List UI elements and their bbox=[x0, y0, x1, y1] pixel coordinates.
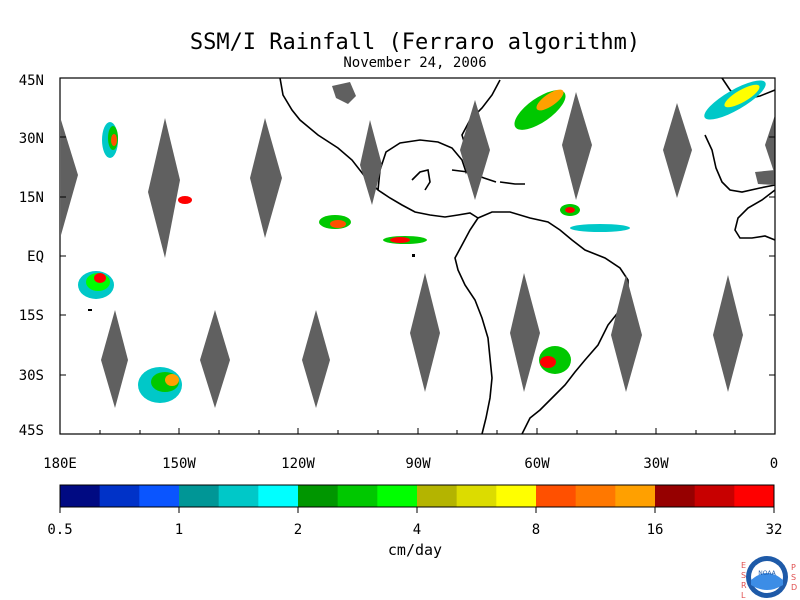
lon-label: 0 bbox=[769, 456, 779, 472]
svg-text:S: S bbox=[791, 573, 796, 582]
colorbar-swatch bbox=[218, 485, 259, 507]
lat-label: 15S bbox=[18, 308, 44, 324]
colorbar-units: cm/day bbox=[387, 541, 443, 559]
colorbar-swatch bbox=[99, 485, 140, 507]
colorbar-tick-label: 32 bbox=[765, 522, 783, 538]
svg-text:E: E bbox=[741, 561, 746, 570]
map-title: SSM/I Rainfall (Ferraro algorithm) bbox=[189, 30, 641, 55]
colorbar-swatch bbox=[139, 485, 180, 507]
lon-label: 120W bbox=[281, 456, 315, 472]
esrl-letters: E S R L bbox=[741, 561, 747, 600]
colorbar-tick-label: 1 bbox=[174, 522, 184, 538]
lon-label: 150W bbox=[162, 456, 196, 472]
svg-text:L: L bbox=[741, 591, 746, 600]
lat-label: 45S bbox=[18, 423, 44, 439]
coastlines bbox=[279, 77, 776, 435]
lat-ticks bbox=[60, 77, 775, 435]
colorbar-swatch bbox=[575, 485, 616, 507]
colorbar-swatch bbox=[456, 485, 497, 507]
lat-label: 45N bbox=[18, 73, 44, 89]
land-gray bbox=[332, 82, 775, 185]
lat-label: 30N bbox=[18, 131, 44, 147]
lon-label: 60W bbox=[524, 456, 550, 472]
colorbar-swatch bbox=[377, 485, 418, 507]
colorbar-tick-label: 16 bbox=[646, 522, 664, 538]
colorbar-swatch bbox=[298, 485, 339, 507]
svg-text:P: P bbox=[791, 563, 796, 572]
colorbar-tick-label: 0.5 bbox=[47, 522, 73, 538]
colorbar-swatch bbox=[258, 485, 299, 507]
colorbar-swatch bbox=[655, 485, 696, 507]
colorbar-tick-label: 4 bbox=[412, 522, 422, 538]
map-date: November 24, 2006 bbox=[343, 55, 487, 71]
svg-text:D: D bbox=[791, 583, 797, 592]
noaa-logo: NOAA bbox=[746, 556, 788, 598]
colorbar-swatch bbox=[60, 485, 101, 507]
colorbar-swatch bbox=[694, 485, 735, 507]
noaa-badge-text: NOAA bbox=[758, 570, 776, 577]
lon-label: 180E bbox=[43, 456, 77, 472]
lat-label: 30S bbox=[18, 368, 44, 384]
data-gap-swaths bbox=[61, 92, 775, 408]
lat-label: EQ bbox=[27, 249, 44, 265]
colorbar-swatch bbox=[496, 485, 537, 507]
lon-label: 90W bbox=[405, 456, 431, 472]
colorbar-tick-label: 8 bbox=[531, 522, 541, 538]
lon-ticks bbox=[59, 428, 776, 434]
colorbar-swatch bbox=[337, 485, 378, 507]
svg-text:R: R bbox=[741, 581, 747, 590]
colorbar-swatch bbox=[417, 485, 458, 507]
svg-text:S: S bbox=[741, 571, 746, 580]
psd-letters: P S D bbox=[791, 563, 797, 592]
colorbar-tick-label: 2 bbox=[293, 522, 303, 538]
colorbar bbox=[60, 485, 775, 507]
map-background bbox=[60, 78, 775, 434]
lat-label: 15N bbox=[18, 190, 44, 206]
rain-areas bbox=[78, 80, 766, 403]
colorbar-ticks bbox=[59, 507, 775, 513]
colorbar-swatch bbox=[536, 485, 577, 507]
lon-label: 30W bbox=[643, 456, 669, 472]
colorbar-swatch bbox=[615, 485, 656, 507]
colorbar-swatch bbox=[734, 485, 775, 507]
colorbar-swatch bbox=[179, 485, 220, 507]
